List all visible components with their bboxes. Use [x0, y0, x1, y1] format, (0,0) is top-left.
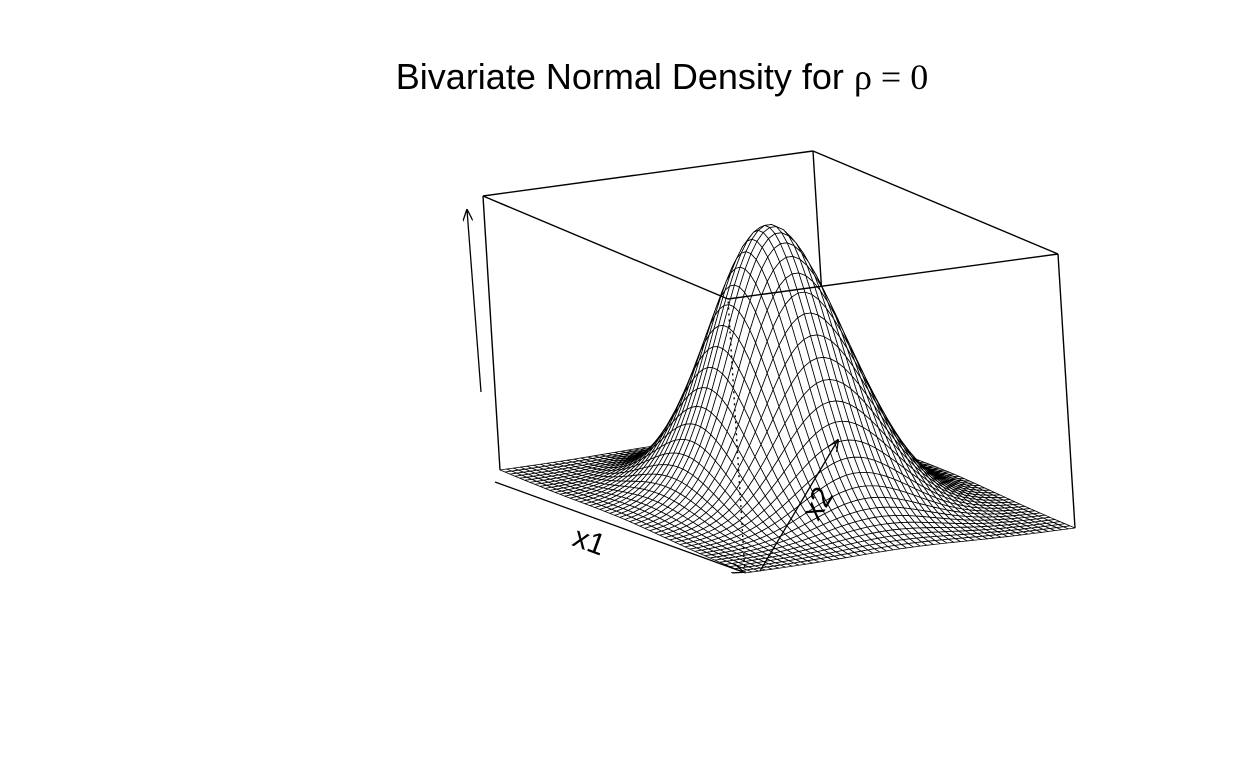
surface-mesh: [499, 224, 1076, 574]
box-edge-top-front: [482, 195, 729, 300]
chart-title: Bivariate Normal Density for ρ = 0: [0, 56, 1248, 98]
box-edge-right-vertical: [1057, 253, 1076, 529]
x1-axis-label: x1: [569, 521, 610, 563]
axes: x1 x2: [467, 210, 840, 572]
x1-axis-arrow: [494, 481, 743, 572]
z-axis-arrow: [467, 210, 482, 393]
chart-title-symbol: ρ = 0: [853, 57, 929, 97]
chart-title-text: Bivariate Normal Density for: [395, 56, 844, 97]
box-edge-top-left: [482, 150, 814, 197]
box-edge-top-back: [812, 150, 1059, 255]
box-edge-front-vertical-hidden: [727, 298, 746, 574]
x2-axis-arrow: [759, 440, 838, 572]
box-front-edges: [482, 195, 1076, 574]
box-edge-top-right: [727, 253, 1059, 300]
box-edge-left-vertical: [482, 195, 501, 471]
